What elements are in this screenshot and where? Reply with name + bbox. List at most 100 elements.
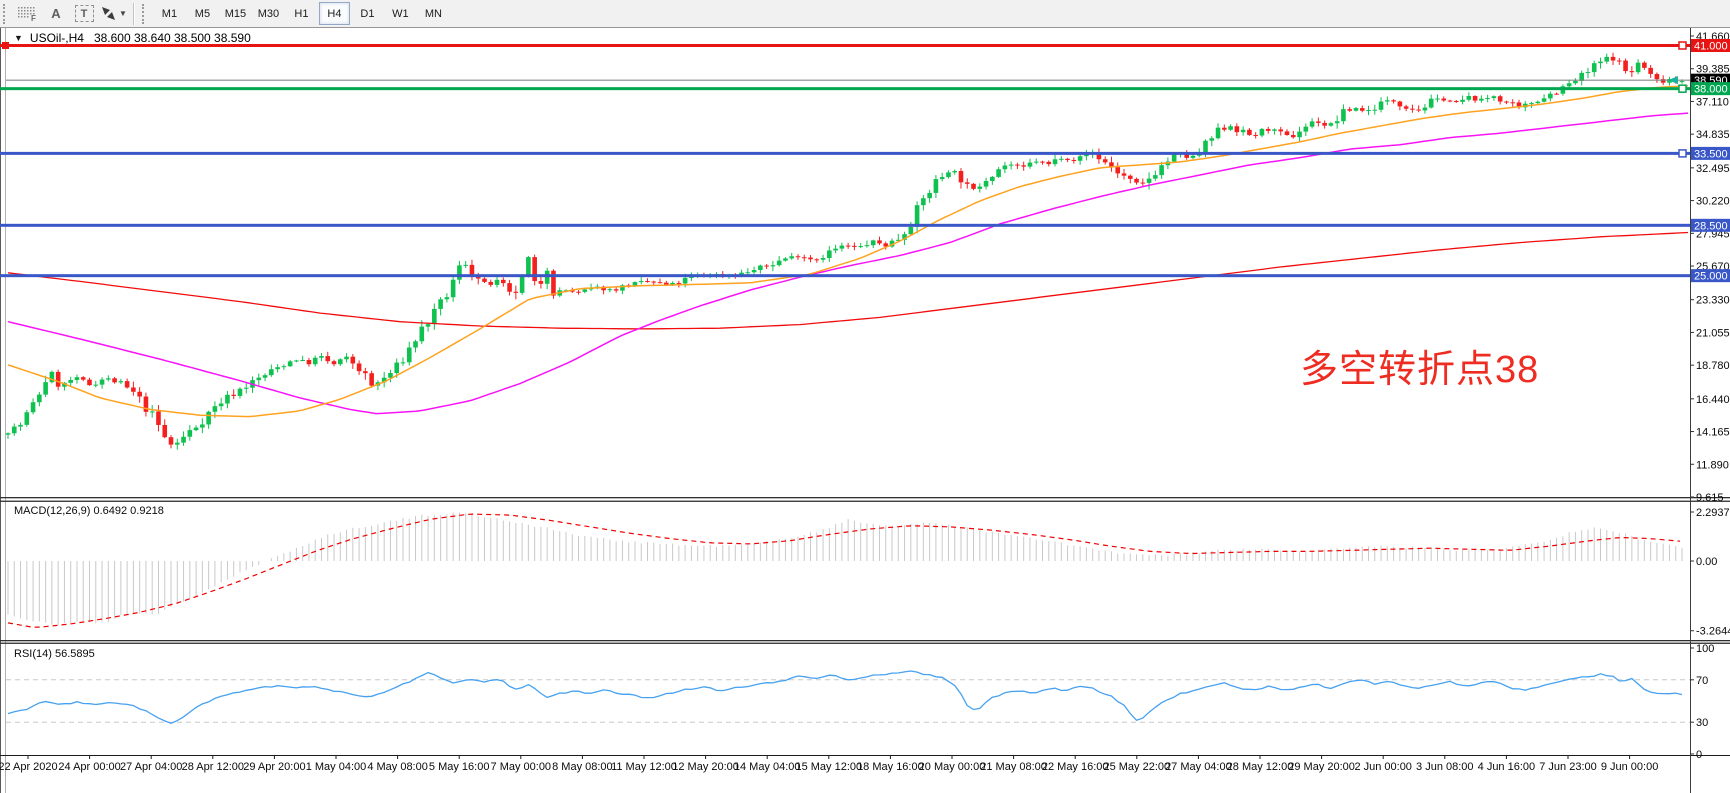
letter-t-icon: T <box>74 5 94 22</box>
svg-text:37.110: 37.110 <box>1696 96 1729 108</box>
tf-button-M30[interactable]: M30 <box>257 7 280 20</box>
svg-text:7 Jun 23:00: 7 Jun 23:00 <box>1539 761 1597 773</box>
chevron-down-icon[interactable]: ▼ <box>119 9 127 18</box>
tf-button-M1[interactable]: M1 <box>161 7 178 20</box>
chart-title: ▼ USOil-,H4 38.600 38.640 38.500 38.590 <box>14 31 251 45</box>
svg-text:22 Apr 2020: 22 Apr 2020 <box>0 761 58 773</box>
top-toolbar: F A T ▼ M1 M5 M15 M30 H1 H4 D1 W1 MN <box>0 0 1730 28</box>
svg-text:30.220: 30.220 <box>1696 196 1730 208</box>
svg-text:4 May 08:00: 4 May 08:00 <box>367 761 428 773</box>
svg-text:4 Jun 16:00: 4 Jun 16:00 <box>1478 761 1536 773</box>
svg-text:27 May 04:00: 27 May 04:00 <box>1165 761 1232 773</box>
svg-text:14.165: 14.165 <box>1696 427 1730 439</box>
svg-text:21 May 08:00: 21 May 08:00 <box>980 761 1047 773</box>
diagonal-arrows-icon <box>102 7 115 20</box>
tf-button-M15[interactable]: M15 <box>224 7 247 20</box>
svg-text:1 May 04:00: 1 May 04:00 <box>306 761 367 773</box>
time-axis[interactable]: 22 Apr 2020 24 Apr 00:00 27 Apr 04:00 28 Ap… <box>0 755 1658 773</box>
svg-text:7 May 00:00: 7 May 00:00 <box>491 761 552 773</box>
tf-button-H1[interactable]: H1 <box>294 7 309 20</box>
svg-text:41.000: 41.000 <box>1694 40 1728 52</box>
macd-indicator-label: MACD(12,26,9) 0.6492 0.9218 <box>14 505 164 517</box>
candlesticks[interactable] <box>5 52 1685 450</box>
svg-text:3 Jun 08:00: 3 Jun 08:00 <box>1416 761 1474 773</box>
tf-button-M5[interactable]: M5 <box>194 7 211 20</box>
horizontal-line-objects[interactable] <box>0 41 1690 278</box>
svg-text:24 Apr 00:00: 24 Apr 00:00 <box>58 761 120 773</box>
svg-text:18.780: 18.780 <box>1696 360 1730 372</box>
tf-button-H4[interactable]: H4 <box>318 2 350 25</box>
hline-28.500 <box>0 223 1690 227</box>
svg-text:70: 70 <box>1696 675 1708 687</box>
ma-mid-magenta-line <box>7 112 1689 415</box>
current-price-line <box>6 79 1690 81</box>
svg-text:30: 30 <box>1696 717 1708 729</box>
symbol-dropdown-icon[interactable]: ▼ <box>14 33 23 43</box>
chart-text-annotation[interactable]: 多空转折点38 <box>1300 349 1540 391</box>
svg-text:25 May 22:00: 25 May 22:00 <box>1103 761 1170 773</box>
rsi-line <box>7 670 1683 725</box>
ma-slow-red-line <box>7 231 1689 330</box>
svg-text:18 May 16:00: 18 May 16:00 <box>857 761 924 773</box>
svg-text:39.385: 39.385 <box>1696 64 1730 76</box>
svg-text:34.835: 34.835 <box>1696 129 1730 141</box>
svg-text:21.055: 21.055 <box>1696 327 1730 339</box>
tf-button-MN[interactable]: MN <box>424 7 442 20</box>
svg-text:20 May 00:00: 20 May 00:00 <box>919 761 986 773</box>
hline-38.000 <box>0 87 1690 91</box>
svg-text:5 May 16:00: 5 May 16:00 <box>429 761 490 773</box>
rsi-indicator-label: RSI(14) 56.5895 <box>14 648 95 660</box>
svg-text:16.440: 16.440 <box>1696 394 1730 406</box>
text-label-button[interactable]: A <box>44 3 68 24</box>
chart-window[interactable]: 41.660 39.385 37.110 34.835 32.495 30.220 27.9… <box>0 28 1730 793</box>
price-marker-arrow <box>1668 76 1678 85</box>
toolbar-drag-handle[interactable] <box>3 3 9 24</box>
svg-text:0: 0 <box>1696 749 1702 761</box>
svg-text:28 Apr 12:00: 28 Apr 12:00 <box>182 761 244 773</box>
svg-text:29 Apr 20:00: 29 Apr 20:00 <box>243 761 305 773</box>
svg-text:9 Jun 00:00: 9 Jun 00:00 <box>1601 761 1659 773</box>
tf-button-W1[interactable]: W1 <box>392 7 409 20</box>
svg-text:15 May 12:00: 15 May 12:00 <box>795 761 862 773</box>
grid-f-icon-glyph: F <box>18 6 36 22</box>
svg-text:33.500: 33.500 <box>1694 148 1728 160</box>
svg-text:32.495: 32.495 <box>1696 163 1730 175</box>
hline-25.000 <box>0 274 1690 278</box>
svg-text:F: F <box>31 14 36 22</box>
pane-frame <box>0 28 1730 793</box>
svg-text:0.00: 0.00 <box>1696 556 1717 568</box>
price-axis[interactable]: 41.66039.38537.11034.83532.49530.22027.9… <box>1690 31 1730 504</box>
rsi-pane[interactable]: 100 70 30 0 <box>6 643 1714 761</box>
letter-a-icon: A <box>51 6 61 21</box>
svg-text:28 May 12:00: 28 May 12:00 <box>1227 761 1294 773</box>
svg-text:2 Jun 00:00: 2 Jun 00:00 <box>1354 761 1412 773</box>
svg-text:27 Apr 04:00: 27 Apr 04:00 <box>120 761 182 773</box>
svg-text:14 May 04:00: 14 May 04:00 <box>734 761 801 773</box>
toolbar-drag-handle[interactable] <box>141 3 148 24</box>
hline-33.500 <box>0 151 1690 155</box>
svg-text:38.000: 38.000 <box>1694 84 1728 96</box>
toolbar-separator <box>132 2 135 25</box>
symbol-timeframe-label: USOil-,H4 <box>29 31 84 45</box>
svg-text:11.890: 11.890 <box>1696 459 1729 471</box>
grid-f-icon[interactable]: F <box>16 3 40 24</box>
macd-pane[interactable]: 2.2937 0.00 -3.2644 <box>7 507 1730 638</box>
timeframe-button-group: M1 M5 M15 M30 H1 H4 D1 W1 MN <box>153 2 450 25</box>
svg-text:25.000: 25.000 <box>1694 271 1728 283</box>
chart-canvas[interactable]: 41.66039.38537.11034.83532.49530.22027.9… <box>0 28 1730 793</box>
text-box-button[interactable]: T <box>72 3 96 24</box>
svg-text:100: 100 <box>1696 643 1714 655</box>
pointer-tool-button[interactable]: ▼ <box>100 3 127 24</box>
svg-text:12 May 20:00: 12 May 20:00 <box>672 761 739 773</box>
svg-text:23.330: 23.330 <box>1696 295 1730 307</box>
ohlc-values: 38.600 38.640 38.500 38.590 <box>93 31 251 45</box>
svg-text:28.500: 28.500 <box>1694 220 1728 232</box>
svg-text:29 May 20:00: 29 May 20:00 <box>1288 761 1355 773</box>
svg-text:2.2937: 2.2937 <box>1696 507 1730 519</box>
macd-signal-line <box>7 513 1681 628</box>
ma-fast-orange-line <box>7 85 1689 418</box>
svg-text:8 May 08:00: 8 May 08:00 <box>552 761 613 773</box>
tf-button-D1[interactable]: D1 <box>360 7 375 20</box>
svg-text:-3.2644: -3.2644 <box>1696 626 1730 638</box>
svg-text:11 May 12:00: 11 May 12:00 <box>611 761 677 773</box>
